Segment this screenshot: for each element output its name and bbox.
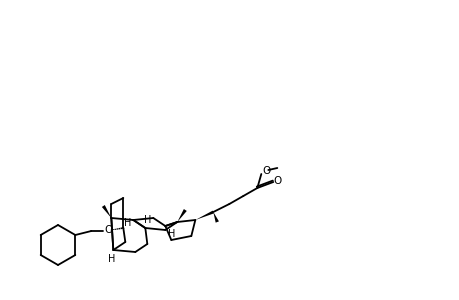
Polygon shape xyxy=(101,205,111,218)
Polygon shape xyxy=(195,211,213,220)
Text: O: O xyxy=(104,225,112,235)
Polygon shape xyxy=(177,209,186,222)
Polygon shape xyxy=(213,212,218,223)
Text: H: H xyxy=(107,254,115,264)
Text: H: H xyxy=(123,218,131,228)
Text: H: H xyxy=(143,215,151,225)
Text: O: O xyxy=(262,166,270,176)
Text: O: O xyxy=(273,176,281,186)
Text: H: H xyxy=(167,229,174,239)
